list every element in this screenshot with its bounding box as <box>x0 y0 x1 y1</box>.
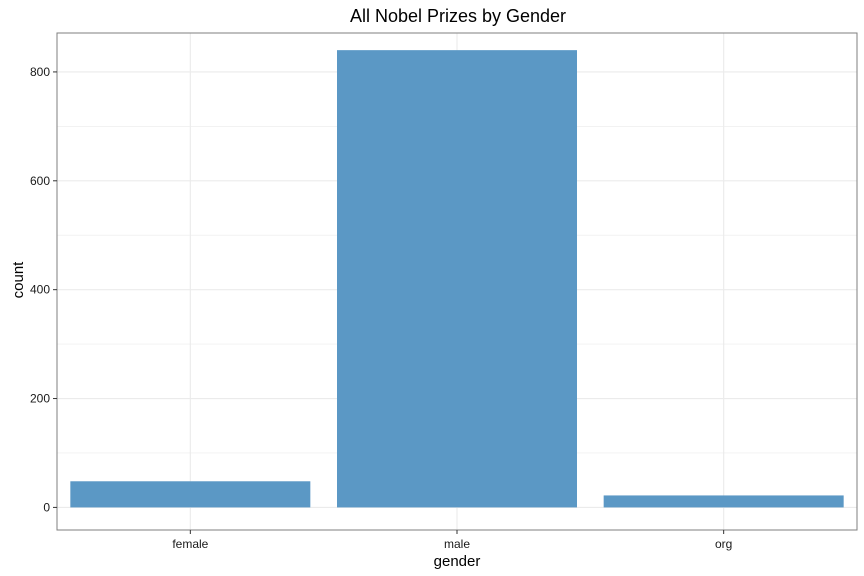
x-tick-label-org: org <box>715 537 732 551</box>
y-tick-label: 400 <box>30 283 50 297</box>
y-tick-label: 200 <box>30 392 50 406</box>
bar-org <box>603 495 844 508</box>
bars <box>70 50 844 508</box>
x-tick-label-female: female <box>172 537 208 551</box>
y-tick-label: 600 <box>30 174 50 188</box>
bar-female <box>70 481 311 508</box>
x-tick-label-male: male <box>444 537 470 551</box>
bar-male <box>337 50 577 508</box>
chart-title: All Nobel Prizes by Gender <box>350 6 566 26</box>
x-axis: female male org <box>172 530 732 551</box>
x-axis-title: gender <box>434 553 481 570</box>
y-axis-title: count <box>10 261 27 299</box>
y-tick-label: 0 <box>43 500 50 514</box>
y-axis: 0 200 400 600 800 <box>30 65 57 514</box>
y-tick-label: 800 <box>30 65 50 79</box>
